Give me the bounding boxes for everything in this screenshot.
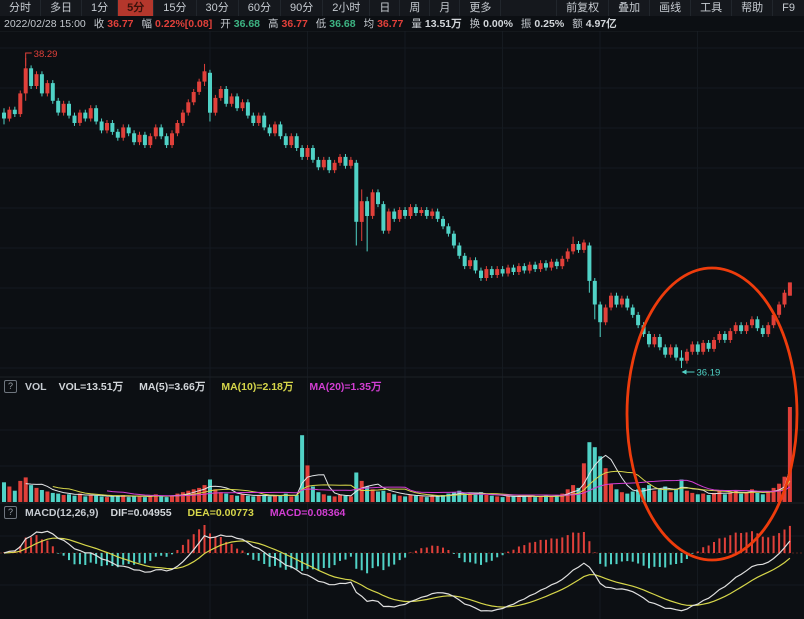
quote-fields: 收 36.77 幅 0.22%[0.08] 开 36.68 高 36.77 低 36.68 均 36.… <box>94 16 617 31</box>
tab-90min[interactable]: 90分 <box>281 0 324 16</box>
quote-volume-value: 13.51万 <box>424 18 462 30</box>
menu-gongju[interactable]: 工具 <box>690 0 731 16</box>
quote-close: 收 36.77 <box>94 16 134 31</box>
quote-open-value: 36.68 <box>233 18 261 30</box>
quote-amplitude-value: 0.25% <box>534 18 565 30</box>
tab-1min[interactable]: 1分 <box>82 0 119 16</box>
quote-high: 高 36.77 <box>268 16 308 31</box>
volume-indicator-row: ? VOL VOL=13.51万 MA(5)=3.66万 MA(10)=2.18万 M… <box>0 378 804 395</box>
quote-avg: 均 36.77 <box>364 16 404 31</box>
tab-week[interactable]: 周 <box>400 0 431 16</box>
quote-amplitude: 振 0.25% <box>521 16 564 31</box>
quote-change: 幅 0.22%[0.08] <box>142 16 213 31</box>
tab-2hour[interactable]: 2小时 <box>323 0 371 16</box>
tab-60min[interactable]: 60分 <box>239 0 281 16</box>
quote-close-label: 收 <box>93 18 105 30</box>
quote-avg-value: 36.77 <box>377 18 404 30</box>
tab-fenshi[interactable]: 分时 <box>0 0 41 16</box>
tab-more[interactable]: 更多 <box>460 0 502 16</box>
quote-turnover-label: 换 <box>469 18 481 30</box>
macd-indicator-values: DIF=0.04955 DEA=0.00773 MACD=0.08364 <box>111 507 362 519</box>
menu-bangzhu[interactable]: 帮助 <box>731 0 772 16</box>
quote-amount-label: 额 <box>572 18 583 30</box>
menu-huaxian[interactable]: 画线 <box>649 0 690 16</box>
vol-indicator-title: VOL <box>25 380 47 393</box>
svg-text:38.29: 38.29 <box>34 49 58 60</box>
quote-turnover: 换 0.00% <box>470 16 513 31</box>
quote-avg-label: 均 <box>363 18 375 30</box>
quote-low-label: 低 <box>315 18 327 30</box>
quote-turnover-value: 0.00% <box>483 18 513 30</box>
bar-datetime: 2022/02/28 15:00 <box>4 17 86 30</box>
vol-fields-1: MA(5)=3.66万 <box>139 381 206 393</box>
help-icon[interactable]: ? <box>4 380 17 393</box>
svg-text:36.19: 36.19 <box>697 368 721 379</box>
menu-f9[interactable]: F9 <box>772 0 804 16</box>
quote-high-value: 36.77 <box>281 18 308 30</box>
quote-volume: 量 13.51万 <box>411 16 461 31</box>
vol-fields-0: VOL=13.51万 <box>58 381 124 393</box>
menu-diejia[interactable]: 叠加 <box>608 0 649 16</box>
vol-fields-3: MA(20)=1.35万 <box>309 381 382 393</box>
quote-close-value: 36.77 <box>107 18 134 30</box>
quote-high-label: 高 <box>268 18 279 30</box>
quote-change-label: 幅 <box>141 18 153 30</box>
quote-low: 低 36.68 <box>316 16 356 31</box>
quote-amount: 额 4.97亿 <box>572 16 616 31</box>
tab-month[interactable]: 月 <box>430 0 461 16</box>
tab-day[interactable]: 日 <box>370 0 401 16</box>
macd-indicator-row: ? MACD(12,26,9) DIF=0.04955 DEA=0.00773 MA… <box>0 504 804 521</box>
quote-amount-value: 4.97亿 <box>585 18 617 30</box>
quote-open: 开 36.68 <box>220 16 260 31</box>
period-toolbar: 分时 多日 1分 5分 15分 30分 60分 90分 2小时日周月更多 前复权 叠加 画线 工具 帮助… <box>0 0 804 16</box>
macd-fields-1: DEA=0.00773 <box>187 506 254 519</box>
vol-indicator-values: VOL=13.51万 MA(5)=3.66万 MA(10)=2.18万 MA(20)=… <box>59 379 398 394</box>
period-tabs: 分时 多日 1分 5分 15分 30分 60分 90分 2小时日周月更多 <box>0 0 502 16</box>
quote-info-bar: 2022/02/28 15:00 收 36.77 幅 0.22%[0.08] 开 36.6… <box>0 16 804 31</box>
quote-amplitude-label: 振 <box>520 18 532 30</box>
vol-fields-2: MA(10)=2.18万 <box>221 381 294 393</box>
right-menu: 前复权 叠加 画线 工具 帮助 F9 <box>556 0 804 16</box>
quote-volume-label: 量 <box>411 18 422 30</box>
macd-fields-2: MACD=0.08364 <box>269 506 346 519</box>
tab-duori[interactable]: 多日 <box>41 0 82 16</box>
help-icon[interactable]: ? <box>4 506 17 519</box>
macd-indicator-title: MACD(12,26,9) <box>25 506 99 519</box>
tab-5min[interactable]: 5分 <box>118 0 155 16</box>
tab-30min[interactable]: 30分 <box>197 0 239 16</box>
macd-fields-0: DIF=0.04955 <box>110 506 172 519</box>
quote-open-label: 开 <box>220 18 231 30</box>
quote-low-value: 36.68 <box>329 18 356 30</box>
menu-qianfuquan[interactable]: 前复权 <box>556 0 608 16</box>
quote-change-value: 0.22%[0.08] <box>155 18 213 30</box>
tab-15min[interactable]: 15分 <box>154 0 197 16</box>
